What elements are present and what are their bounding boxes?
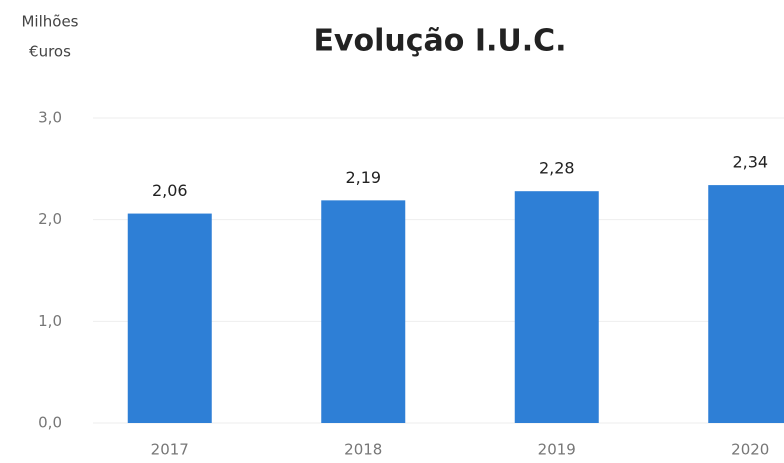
value-label: 2,06 <box>152 181 188 200</box>
bar <box>127 213 212 423</box>
bar <box>321 200 406 423</box>
y-tick-label: 1,0 <box>38 312 62 330</box>
bar <box>708 185 784 423</box>
y-tick-label: 0,0 <box>38 414 62 432</box>
value-label: 2,28 <box>539 159 575 178</box>
x-tick-label: 2017 <box>151 441 189 459</box>
value-label: 2,34 <box>732 153 768 172</box>
x-tick-label: 2018 <box>344 441 382 459</box>
chart-title: Evolução I.U.C. <box>313 24 566 59</box>
y-tick-label: 2,0 <box>38 210 62 228</box>
y-axis-label: Milhões <box>21 13 78 31</box>
bar <box>514 191 599 423</box>
value-label: 2,19 <box>345 168 381 187</box>
y-axis-label: €uros <box>29 43 71 61</box>
x-tick-label: 2020 <box>731 441 769 459</box>
y-tick-label: 3,0 <box>38 109 62 127</box>
x-tick-label: 2019 <box>538 441 576 459</box>
